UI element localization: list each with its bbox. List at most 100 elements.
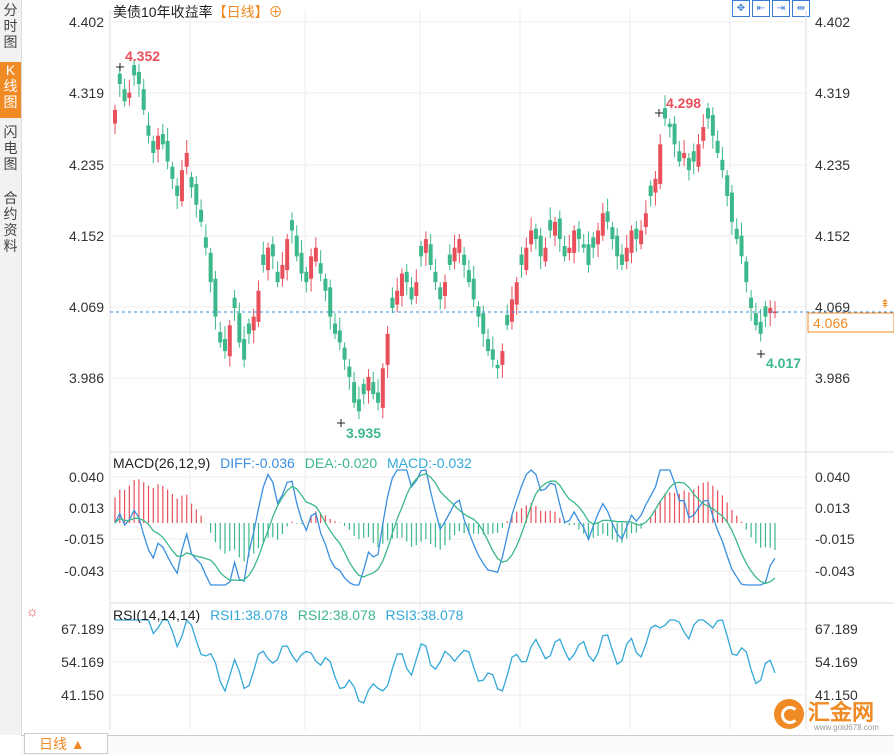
candle-body [715, 140, 720, 153]
candle-body [481, 313, 486, 334]
zoom-in-icon[interactable]: ⇤ [752, 0, 770, 17]
candle-body [682, 152, 687, 159]
rsi-tick-right-0: 67.189 [815, 621, 858, 637]
macd-dea-value: DEA:-0.020 [304, 455, 378, 471]
candle-body [586, 244, 591, 265]
candle-body [605, 211, 610, 222]
extreme-label-low: 4.017 [766, 355, 801, 371]
candle-body [151, 140, 156, 153]
macd-tick-right-0: 0.040 [815, 469, 850, 485]
candle-body [581, 244, 586, 248]
candle-body [237, 313, 242, 343]
rsi-tick-left-0: 67.189 [61, 621, 104, 637]
price-tick-left-4: 4.069 [69, 299, 104, 315]
candle-body [218, 332, 223, 343]
candle-body [156, 135, 161, 150]
candle-body [141, 89, 146, 110]
candle-body [557, 218, 562, 240]
candle-body [758, 321, 763, 334]
macd-tick-right-1: 0.013 [815, 500, 850, 516]
candle-body [768, 308, 773, 314]
macd-diff-line [114, 469, 776, 586]
period-select[interactable]: 日线 ▲ [24, 733, 108, 754]
candle-body [423, 239, 428, 253]
extreme-label-low: 3.935 [346, 425, 381, 441]
candle-body [773, 311, 777, 314]
rsi2-value: RSI2:38.078 [297, 607, 376, 623]
macd-diff-value: DIFF:-0.036 [220, 455, 295, 471]
extreme-label-high: 4.352 [125, 48, 160, 64]
tab-contract-info[interactable]: 合约资料 [3, 190, 18, 254]
price-tick-left-3: 4.152 [69, 228, 104, 244]
candle-body [251, 316, 256, 331]
price-tick-left-1: 4.319 [69, 85, 104, 101]
period-badge[interactable]: 【日线】 [212, 4, 269, 20]
candle-body [223, 339, 227, 352]
settings-icon[interactable]: ☼ [26, 603, 39, 619]
price-tick-right-0: 4.402 [815, 14, 850, 30]
candle-body [385, 333, 390, 365]
watermark-url: www.gold678.com [814, 723, 879, 732]
candle-body [361, 383, 366, 395]
price-tick-left-2: 4.235 [69, 157, 104, 173]
zoom-out-icon[interactable]: ⇥ [772, 0, 790, 17]
candle-body [270, 244, 275, 257]
watermark-text: 汇金网 [808, 700, 875, 725]
candle-body [619, 254, 624, 265]
candle-body [285, 239, 290, 271]
candle-body [634, 228, 639, 240]
candle-body [352, 382, 357, 403]
candle-body [500, 351, 505, 365]
move-icon[interactable]: ✥ [732, 0, 750, 17]
candle-body [677, 151, 682, 162]
candle-body [256, 290, 261, 322]
candle-body [696, 144, 701, 167]
candle-body [653, 178, 658, 193]
candle-body [113, 109, 117, 124]
candle-body [615, 235, 620, 257]
candle-body [729, 192, 734, 222]
price-expand-icon: ⇞ [880, 297, 890, 311]
candle-body [720, 159, 725, 171]
candle-body [146, 125, 151, 136]
watermark: 汇金网 www.gold678.com [774, 695, 879, 732]
tab-timeshare[interactable]: 分时图 [3, 2, 18, 50]
candle-body [495, 364, 500, 369]
candle-body [471, 278, 476, 300]
candle-body [576, 228, 581, 240]
candle-body [175, 185, 180, 197]
candle-body [380, 368, 385, 408]
candle-body [648, 185, 653, 197]
candle-body [179, 170, 184, 202]
candle-body [639, 230, 644, 245]
candle-body [184, 152, 189, 167]
candle-body [232, 297, 237, 309]
candle-body [309, 256, 314, 279]
macd-title: MACD(26,12,9) [113, 455, 211, 471]
price-tick-left-5: 3.986 [69, 370, 104, 386]
macd-dea-line [114, 473, 776, 585]
candle-body [289, 220, 294, 231]
rsi-line [115, 618, 776, 704]
candle-body [524, 247, 529, 271]
price-tick-right-2: 4.235 [815, 157, 850, 173]
candle-body [572, 230, 577, 253]
candle-body [672, 123, 677, 145]
macd-tick-left-2: -0.015 [64, 531, 104, 547]
macd-tick-left-0: 0.040 [69, 469, 104, 485]
add-indicator-icon[interactable]: ⊕ [268, 4, 283, 20]
candle-body [227, 325, 232, 357]
sidebar: 分时图 K线图 闪电图 合约资料 [0, 0, 22, 735]
candle-body [629, 230, 634, 253]
candle-body [725, 175, 730, 197]
candle-body [404, 271, 409, 283]
candle-body [376, 392, 381, 403]
tab-kline[interactable]: K线图 [0, 62, 21, 118]
macd-legend: MACD(26,12,9) DIFF:-0.036 DEA:-0.020 MAC… [113, 455, 478, 471]
candle-body [701, 127, 706, 141]
candle-body [342, 347, 347, 360]
chart-title: 美债10年收益率【日线】⊕ [113, 2, 283, 22]
tab-flash[interactable]: 闪电图 [3, 124, 18, 172]
candle-body [763, 306, 768, 317]
chart-canvas[interactable]: 4.402 4.402 4.319 4.319 4.235 4.235 4.152 4.152… [0, 0, 894, 735]
